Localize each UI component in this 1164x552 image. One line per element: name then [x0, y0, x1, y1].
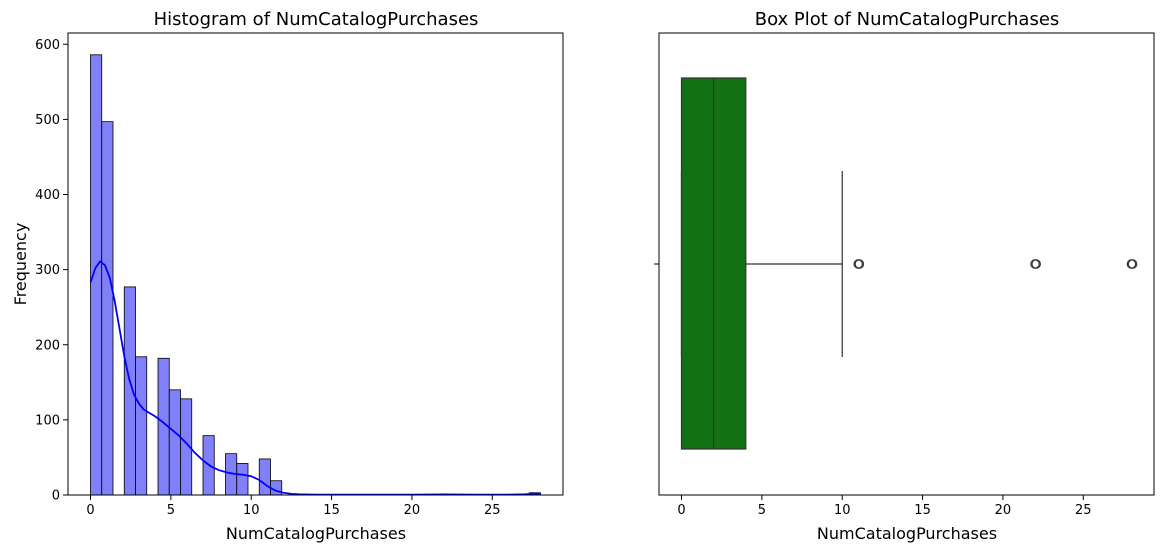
histogram-x-tick-label: 10: [243, 503, 260, 518]
histogram-bar-13: [236, 463, 249, 496]
histogram-y-tick-label: 0: [52, 489, 60, 504]
histogram-y-tick-label: 200: [35, 338, 60, 353]
histogram-x-ticks: 0 5 10 15 20 25: [86, 495, 501, 518]
boxplot-x-tick-label: 25: [1075, 503, 1092, 518]
histogram-x-tick-label: 5: [167, 503, 175, 518]
boxplot-title: Box Plot of NumCatalogPurchases: [755, 9, 1060, 30]
boxplot-outlier-2-overlap: [1128, 259, 1138, 269]
histogram-title: Histogram of NumCatalogPurchases: [154, 9, 479, 30]
histogram-y-ticks: 0 100 200 300 400 500 600: [35, 38, 68, 504]
boxplot-outlier-1-overlap: [1031, 259, 1041, 269]
boxplot-x-tick-label: 15: [914, 503, 931, 518]
boxplot-x-tick-label: 0: [677, 503, 685, 518]
histogram-y-tick-label: 100: [35, 413, 60, 428]
histogram-y-tick-label: 500: [35, 113, 60, 128]
histogram-y-tick-label: 600: [35, 38, 60, 53]
boxplot-x-tick-label: 5: [758, 503, 766, 518]
histogram-y-tick-label: 400: [35, 188, 60, 203]
boxplot-x-tick-label: 10: [834, 503, 851, 518]
histogram-bar-1: [101, 121, 114, 496]
boxplot-x-ticks: 0 5 10 15 20 25: [677, 495, 1092, 518]
histogram-y-tick-label: 300: [35, 263, 60, 278]
boxplot-outlier-0-overlap: [854, 259, 865, 269]
histogram-bar-7: [168, 389, 181, 496]
boxplot-frame: [658, 32, 1155, 496]
histogram-x-tick-label: 15: [323, 503, 340, 518]
histogram-bar-3: [123, 286, 136, 496]
histogram-x-tick-label: 25: [484, 503, 501, 518]
histogram-bar-15: [258, 458, 271, 496]
boxplot-x-axis-label: NumCatalogPurchases: [817, 524, 997, 543]
histogram-y-axis-label: Frequency: [11, 223, 30, 306]
histogram-x-tick-label: 0: [86, 503, 94, 518]
histogram-bar-4: [135, 356, 148, 496]
boxplot-chart: Box Plot of NumCatalogPurchases 0 5 10 15 20…: [654, 9, 1155, 543]
boxplot-elements: [680, 77, 1138, 450]
histogram-x-axis-label: NumCatalogPurchases: [226, 524, 406, 543]
histogram-chart: Histogram of NumCatalogPurchases 0 5 10 15 2…: [11, 9, 564, 543]
histogram-bars: [90, 54, 541, 496]
histogram-frame: [67, 32, 564, 496]
histogram-x-tick-label: 20: [404, 503, 421, 518]
boxplot-x-tick-label: 20: [995, 503, 1012, 518]
